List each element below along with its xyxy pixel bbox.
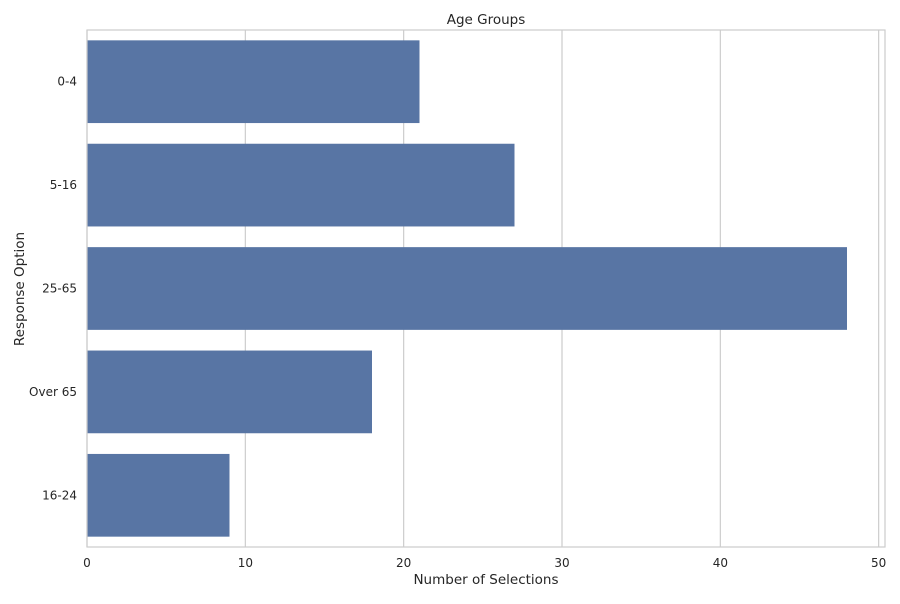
x-axis-label: Number of Selections [413,572,558,588]
bar-16-24 [87,453,230,537]
x-tick-label: 50 [871,556,886,570]
y-tick-label: 25-65 [42,282,77,296]
x-tick-label: 30 [554,556,569,570]
bar-0-4 [87,40,420,124]
y-tick-label: 0-4 [57,75,77,89]
chart-title: Age Groups [447,12,526,28]
y-tick-label: 16-24 [42,488,77,502]
x-tick-labels: 0 10 20 30 40 50 [83,556,886,570]
y-tick-label: Over 65 [29,385,77,399]
x-tick-label: 20 [396,556,411,570]
y-tick-labels: 0-4 5-16 25-65 Over 65 16-24 [29,75,77,503]
bar-25-65 [87,247,847,330]
x-tick-label: 10 [238,556,253,570]
bar-over-65 [87,350,372,434]
y-tick-label: 5-16 [50,178,77,192]
y-axis-label: Response Option [12,232,28,346]
x-tick-label: 40 [713,556,728,570]
plot-frame [86,29,886,548]
x-tick-label: 0 [83,556,91,570]
bars [87,40,847,537]
bar-5-16 [87,143,515,227]
